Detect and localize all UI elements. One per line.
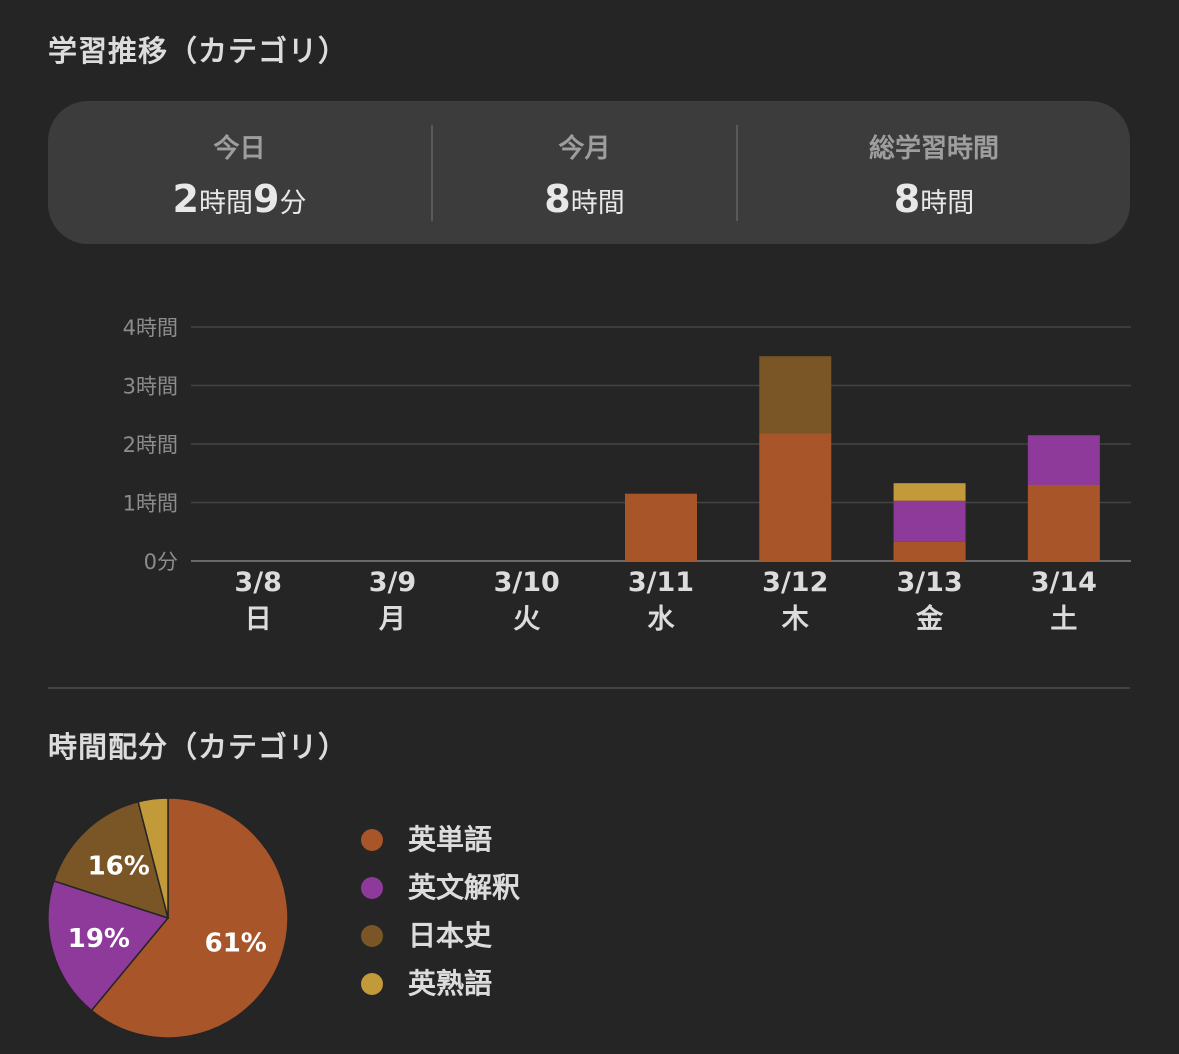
section-divider [48, 687, 1130, 689]
pie-slice [137, 797, 169, 919]
bar-segment [1027, 484, 1100, 561]
bar-segment [1027, 435, 1100, 485]
bar-segment [893, 483, 966, 501]
y-tick-label: 0分 [144, 550, 178, 574]
stat-today-label: 今日 [213, 134, 266, 164]
x-weekday-label: 水 [648, 604, 676, 635]
legend-label: 日本史 [408, 919, 493, 952]
stat-total-value: 8時間 [738, 177, 1130, 221]
stat-number: 9 [253, 177, 280, 221]
stat-divider [431, 125, 433, 221]
stat-month: 今月 8時間 [433, 101, 736, 244]
summary-card: 今日 2時間9分 今月 8時間 総学習時間 8時間 [48, 101, 1130, 244]
stat-unit: 時間 [920, 188, 975, 219]
pie-slice-label: 61% [205, 928, 267, 958]
x-weekday-label: 日 [245, 604, 272, 635]
bar-segment [759, 433, 832, 561]
legend-swatch [361, 925, 383, 947]
legend-label: 英単語 [408, 823, 493, 856]
stat-number: 2 [172, 177, 199, 221]
pie-legend: 英単語 英文解釈 日本史 英熟語 [358, 818, 520, 1010]
stat-number: 8 [544, 177, 571, 221]
stat-month-label: 今月 [558, 134, 611, 164]
x-tick-label: 3/14 [1031, 567, 1097, 598]
legend-item: 英文解釈 [358, 866, 520, 914]
x-weekday-label: 火 [513, 604, 540, 635]
legend-label: 英文解釈 [408, 871, 521, 904]
bar-segment [893, 541, 966, 561]
stacked-bar-chart: 0分 1時間 2時間 3時間 4時間 3/8 日 3/9 月 3/10 火 3/11 水 3/12 木 3/1… [123, 316, 1131, 635]
x-tick-label: 3/13 [896, 567, 962, 598]
stat-today: 今日 2時間9分 [48, 101, 431, 244]
legend-label: 英熟語 [408, 967, 493, 1000]
bar-segment [759, 356, 832, 434]
bar-segment [625, 493, 697, 561]
stat-month-value: 8時間 [433, 177, 736, 221]
stat-unit: 時間 [570, 188, 625, 219]
y-tick-label: 4時間 [123, 316, 178, 340]
x-weekday-label: 金 [915, 603, 944, 635]
x-weekday-label: 木 [781, 604, 809, 635]
x-weekday-label: 月 [378, 604, 406, 635]
pie-slice-label: 16% [88, 852, 150, 882]
x-tick-label: 3/11 [628, 567, 694, 598]
stat-unit: 時間 [199, 188, 253, 219]
legend-swatch [361, 973, 383, 995]
pie-slice-label: 19% [68, 924, 130, 954]
pie-slice [47, 879, 170, 1012]
trend-section-title: 学習推移（カテゴリ） [48, 34, 349, 68]
y-tick-label: 3時間 [123, 375, 178, 399]
legend-item: 英単語 [358, 818, 520, 866]
pie-slice [52, 800, 170, 920]
stat-today-value: 2時間9分 [48, 177, 431, 221]
y-tick-label: 1時間 [123, 492, 178, 516]
x-tick-label: 3/8 [234, 567, 281, 598]
stat-unit: 分 [279, 188, 307, 219]
stat-number: 8 [893, 177, 921, 221]
legend-item: 英熟語 [358, 962, 520, 1010]
x-tick-label: 3/10 [494, 567, 560, 598]
x-tick-label: 3/9 [369, 567, 416, 598]
legend-swatch [361, 877, 383, 899]
y-tick-label: 2時間 [123, 433, 178, 457]
stat-total-label: 総学習時間 [868, 134, 999, 164]
x-tick-label: 3/12 [762, 567, 828, 598]
legend-swatch [361, 829, 383, 851]
stat-divider [736, 125, 738, 221]
x-weekday-label: 土 [1050, 604, 1077, 635]
legend-item: 日本史 [358, 914, 520, 962]
distribution-section-title: 時間配分（カテゴリ） [48, 730, 349, 764]
bar-segment [893, 500, 966, 542]
stat-total: 総学習時間 8時間 [738, 101, 1130, 244]
pie-chart: 61% 19% 16% [47, 797, 289, 1039]
pie-slice [90, 797, 289, 1039]
